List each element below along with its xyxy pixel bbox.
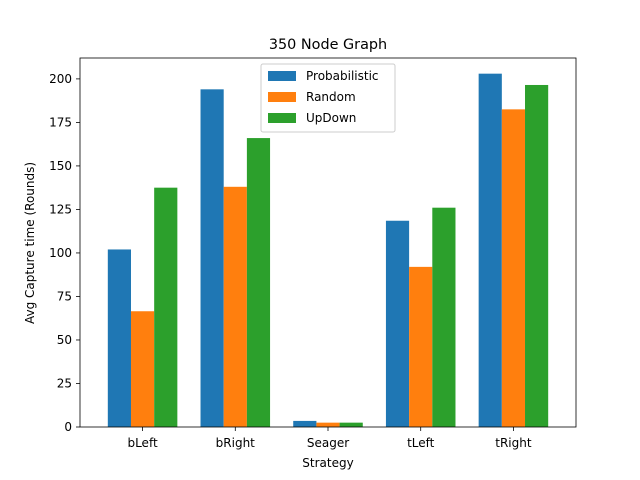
- y-tick-label: 150: [49, 159, 72, 173]
- y-axis-title: Avg Capture time (Rounds): [23, 162, 37, 324]
- x-tick-label: tLeft: [407, 436, 435, 450]
- x-axis-title: Strategy: [302, 456, 353, 470]
- legend-label-random: Random: [306, 90, 356, 104]
- y-tick-label: 100: [49, 246, 72, 260]
- y-tick-label: 0: [64, 420, 72, 434]
- y-tick-label: 50: [57, 333, 72, 347]
- bar-random-tleft: [409, 266, 433, 427]
- bar-updown-seager: [339, 422, 363, 427]
- x-tick-label: bLeft: [127, 436, 157, 450]
- bar-updown-tleft: [432, 207, 456, 427]
- x-axis-ticks: bLeft bRight Seager tLeft tRight: [127, 427, 532, 450]
- chart-title: 350 Node Graph: [269, 37, 387, 53]
- bar-updown-tright: [525, 84, 549, 427]
- bar-random-seager: [316, 422, 340, 427]
- bar-random-bleft: [130, 311, 155, 427]
- bar-probabilistic-bright: [200, 89, 224, 427]
- y-tick-label: 175: [49, 115, 72, 129]
- bar-probabilistic-seager: [293, 420, 317, 427]
- bar-updown-bleft: [154, 187, 178, 427]
- bar-updown-bright: [246, 138, 271, 427]
- y-tick-label: 200: [49, 72, 72, 86]
- bars-group: [107, 73, 549, 428]
- legend: Probabilistic Random UpDown: [260, 63, 396, 133]
- legend-swatch-probabilistic: [268, 71, 296, 81]
- y-tick-label: 125: [49, 202, 72, 216]
- legend-label-updown: UpDown: [306, 111, 356, 125]
- bar-probabilistic-tleft: [385, 220, 410, 427]
- x-tick-label: Seager: [307, 436, 349, 450]
- y-axis-ticks: 0 25 50 75 100 125 150 175 200: [49, 72, 80, 434]
- legend-swatch-updown: [268, 113, 296, 123]
- plot-area-frame: [79, 57, 577, 428]
- x-tick-label: bRight: [216, 436, 256, 450]
- y-tick-label: 25: [57, 376, 72, 390]
- y-tick-label: 75: [57, 289, 72, 303]
- legend-swatch-random: [268, 92, 296, 102]
- bar-probabilistic-bleft: [107, 249, 131, 427]
- legend-label-probabilistic: Probabilistic: [306, 69, 379, 83]
- bar-random-bright: [223, 186, 247, 427]
- bar-probabilistic-tright: [478, 73, 502, 428]
- bar-random-tright: [501, 109, 526, 427]
- x-tick-label: tRight: [495, 436, 532, 450]
